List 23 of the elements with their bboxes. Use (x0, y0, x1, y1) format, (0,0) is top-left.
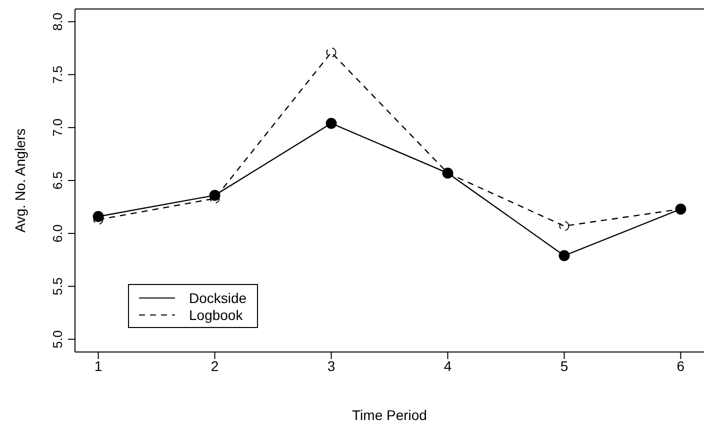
point (559, 221, 570, 232)
y-tick-label: 7.5 (50, 66, 65, 84)
x-tick-label: 1 (94, 358, 102, 374)
point (92, 210, 104, 222)
x-tick-label: 3 (327, 358, 336, 374)
y-tick-label: 6.5 (50, 171, 65, 190)
point (558, 250, 570, 262)
x-axis-title: Time Period (352, 407, 427, 423)
y-tick-label: 8.0 (50, 12, 65, 31)
y-axis-title: Avg. No. Anglers (12, 128, 28, 233)
y-tick-label: 5.0 (50, 330, 65, 348)
y-tick-label: 6.0 (50, 224, 65, 242)
x-tick-label: 6 (676, 358, 685, 374)
x-tick-label: 5 (560, 358, 568, 374)
point (326, 47, 336, 58)
legend-label: Dockside (189, 290, 247, 306)
legend-label: Logbook (189, 306, 243, 322)
point (209, 190, 220, 201)
x-tick-label: 2 (210, 358, 219, 374)
x-tick-label: 4 (444, 358, 452, 374)
y-tick-label: 7.0 (50, 118, 65, 137)
y-tick-label: 5.5 (50, 277, 65, 296)
point (326, 118, 337, 129)
